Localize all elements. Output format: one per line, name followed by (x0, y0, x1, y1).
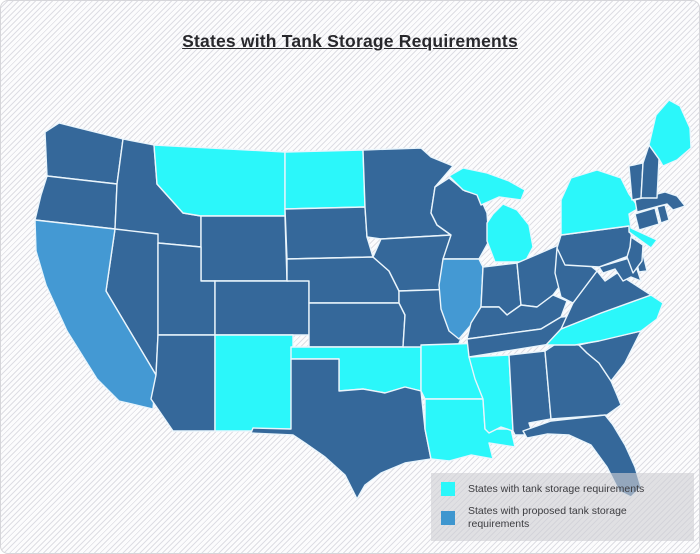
state-al (508, 350, 552, 436)
state-mi-upper (448, 167, 526, 206)
state-az (150, 334, 216, 432)
legend-row-proposed: States with proposed tank storage requir… (441, 505, 684, 531)
page-title: States with Tank Storage Requirements (182, 31, 518, 51)
state-nm (214, 334, 294, 432)
state-me (648, 99, 692, 167)
state-il (438, 258, 484, 340)
legend-label-proposed: States with proposed tank storage requir… (468, 505, 627, 530)
state-nd (284, 149, 366, 210)
state-ct (634, 207, 660, 231)
state-ri (656, 204, 670, 224)
legend-row-required: States with tank storage requirements (441, 482, 684, 496)
state-tx (250, 358, 432, 500)
state-ny (560, 169, 658, 249)
state-nh (640, 144, 660, 199)
legend-label-required: States with tank storage requirements (468, 482, 645, 495)
state-ca (34, 219, 157, 410)
map-legend: States with tank storage requirements St… (431, 473, 694, 541)
legend-swatch-proposed (441, 511, 455, 525)
state-co (214, 278, 310, 336)
state-wa (44, 122, 124, 185)
state-sd (284, 206, 374, 260)
state-ks (308, 302, 406, 348)
legend-swatch-required (441, 482, 455, 496)
state-wy (200, 215, 288, 282)
state-mi-lower (486, 203, 534, 263)
state-nj (626, 236, 644, 274)
